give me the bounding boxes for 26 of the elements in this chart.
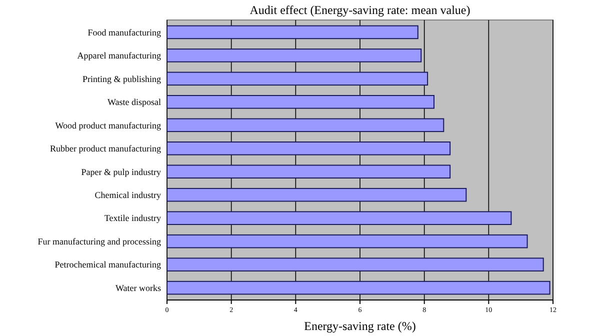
y-tick-label: Water works [115, 282, 162, 293]
y-tick-label: Textile industry [104, 213, 162, 224]
y-tick-label: Apparel manufacturing [77, 50, 162, 61]
bar [166, 95, 434, 109]
bar [166, 72, 428, 86]
y-tick-label: Rubber product manufacturing [50, 144, 162, 154]
bar [166, 48, 422, 62]
bar [166, 164, 451, 179]
bar [166, 25, 418, 40]
bar [166, 234, 528, 248]
x-axis-title: Energy-saving rate (%) [304, 319, 416, 333]
chart-title: Audit effect (Energy-saving rate: mean value) [250, 3, 470, 17]
y-tick-label: Paper & pulp industry [81, 166, 162, 177]
bar [166, 188, 467, 202]
bar [166, 258, 544, 272]
y-tick-label: Chemical industry [94, 190, 162, 200]
y-tick-label: Waste disposal [107, 97, 162, 108]
y-tick-label: Wood product manufacturing [55, 120, 162, 130]
bar [166, 211, 512, 225]
bar [166, 141, 451, 156]
y-tick-label: Food manufacturing [88, 27, 162, 38]
bar [166, 280, 550, 295]
bar [166, 118, 444, 132]
y-tick-label: Printing & publishing [82, 74, 162, 84]
y-tick-label: Fur manufacturing and processing [38, 236, 162, 246]
y-tick-label: Petrochemical manufacturing [54, 260, 162, 270]
